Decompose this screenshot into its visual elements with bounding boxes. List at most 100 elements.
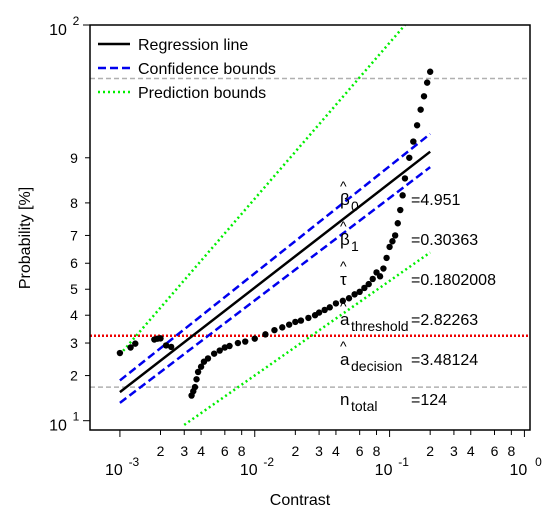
x-minor-tick-label: 2 bbox=[291, 443, 299, 459]
stat-symbol: β bbox=[340, 230, 350, 249]
x-minor-tick-label: 4 bbox=[467, 443, 475, 459]
data-point bbox=[226, 342, 233, 350]
data-point bbox=[132, 340, 139, 347]
stat-value: =2.82263 bbox=[411, 312, 478, 329]
x-minor-tick-label: 4 bbox=[197, 443, 205, 459]
data-point bbox=[380, 265, 387, 272]
x-minor-tick-label: 2 bbox=[426, 443, 434, 459]
legend-label: Confidence bounds bbox=[138, 61, 276, 78]
x-minor-tick-label: 8 bbox=[507, 443, 515, 459]
y-minor-tick-label: 4 bbox=[70, 307, 78, 323]
data-point bbox=[399, 192, 406, 199]
legend-label: Prediction bounds bbox=[138, 85, 266, 102]
x-tick-label: 10 bbox=[240, 462, 258, 479]
data-point bbox=[315, 309, 323, 316]
data-point bbox=[345, 295, 353, 302]
y-tick-exponent: 1 bbox=[73, 410, 80, 424]
stat-symbol: a bbox=[340, 310, 350, 329]
reference-lines bbox=[90, 77, 530, 388]
y-minor-tick-label: 9 bbox=[70, 150, 78, 166]
data-point bbox=[242, 338, 249, 345]
data-point bbox=[383, 254, 390, 262]
y-minor-tick-label: 8 bbox=[70, 195, 78, 211]
data-point bbox=[369, 275, 376, 283]
data-point bbox=[193, 376, 200, 383]
stat-hat: ^ bbox=[340, 338, 347, 354]
x-tick-exponent: 0 bbox=[535, 455, 542, 469]
stat-hat: ^ bbox=[340, 258, 347, 274]
data-point bbox=[397, 206, 404, 214]
stat-subscript: 0 bbox=[351, 198, 359, 214]
data-point bbox=[410, 138, 417, 145]
stat-symbol: a bbox=[340, 350, 350, 369]
data-point bbox=[420, 93, 428, 100]
data-point bbox=[216, 347, 223, 354]
y-tick-label: 10 bbox=[49, 22, 67, 39]
data-point bbox=[116, 349, 124, 357]
x-tick-exponent: -1 bbox=[398, 455, 409, 469]
data-point bbox=[389, 238, 396, 245]
stat-subscript: decision bbox=[351, 358, 402, 374]
data-point bbox=[127, 344, 134, 351]
data-point bbox=[162, 342, 170, 349]
x-minor-tick-label: 3 bbox=[315, 443, 323, 459]
data-point bbox=[417, 106, 424, 113]
data-point bbox=[401, 175, 409, 182]
data-point bbox=[194, 368, 202, 376]
x-minor-tick-label: 8 bbox=[373, 443, 381, 459]
x-tick-label: 10 bbox=[510, 462, 528, 479]
x-minor-tick-label: 6 bbox=[356, 443, 364, 459]
data-point bbox=[426, 68, 434, 75]
x-minor-tick-label: 2 bbox=[157, 443, 165, 459]
data-point bbox=[351, 291, 358, 298]
stat-value: =3.48124 bbox=[411, 352, 478, 369]
stat-value: =124 bbox=[411, 392, 447, 409]
data-point bbox=[413, 122, 421, 129]
y-minor-tick-label: 7 bbox=[70, 227, 78, 243]
data-point bbox=[191, 383, 199, 391]
data-point bbox=[376, 273, 384, 280]
fit-lines bbox=[118, 24, 431, 426]
data-point bbox=[210, 350, 218, 357]
stat-symbol: τ bbox=[340, 270, 347, 289]
data-point bbox=[386, 243, 393, 251]
stat-hat: ^ bbox=[340, 298, 347, 314]
data-point bbox=[204, 355, 212, 362]
y-minor-tick-label: 3 bbox=[70, 335, 78, 351]
x-axis-ticks: 10 -3 10 -2 10 -1 10 02 3 4 6 8 2 3 4 6 8 2 3 4 6 8 bbox=[105, 430, 542, 479]
stat-value: =4.951 bbox=[411, 192, 460, 209]
data-point bbox=[297, 317, 305, 324]
data-point bbox=[271, 326, 278, 334]
data-point bbox=[326, 304, 333, 311]
data-point bbox=[423, 79, 431, 86]
stat-subscript: threshold bbox=[351, 318, 409, 334]
y-tick-exponent: 2 bbox=[73, 14, 80, 28]
data-point bbox=[406, 154, 413, 161]
data-point bbox=[167, 343, 175, 351]
data-point bbox=[251, 335, 258, 342]
x-tick-exponent: -3 bbox=[129, 455, 140, 469]
x-minor-tick-label: 8 bbox=[238, 443, 246, 459]
stat-subscript: 1 bbox=[351, 238, 359, 254]
data-point bbox=[356, 288, 363, 296]
x-tick-label: 10 bbox=[105, 462, 123, 479]
data-point bbox=[305, 314, 312, 322]
data-point bbox=[361, 284, 368, 292]
series-line-confidence-bounds-lower bbox=[119, 166, 431, 404]
data-point bbox=[394, 220, 401, 227]
x-minor-tick-label: 6 bbox=[221, 443, 229, 459]
y-minor-tick-label: 2 bbox=[70, 368, 78, 384]
data-point bbox=[197, 363, 205, 370]
series-line-regression-line bbox=[119, 150, 431, 394]
x-minor-tick-label: 3 bbox=[180, 443, 188, 459]
data-point bbox=[365, 280, 372, 288]
stat-hat: ^ bbox=[340, 178, 347, 194]
stat-subscript: total bbox=[351, 398, 377, 414]
series-line-prediction-bounds-lower bbox=[183, 251, 431, 426]
y-tick-label: 10 bbox=[49, 418, 67, 435]
y-axis-label: Probability [%] bbox=[17, 187, 34, 289]
y-minor-tick-label: 6 bbox=[70, 255, 78, 271]
stat-value: =0.1802008 bbox=[411, 272, 496, 289]
scatter-points bbox=[116, 68, 434, 399]
